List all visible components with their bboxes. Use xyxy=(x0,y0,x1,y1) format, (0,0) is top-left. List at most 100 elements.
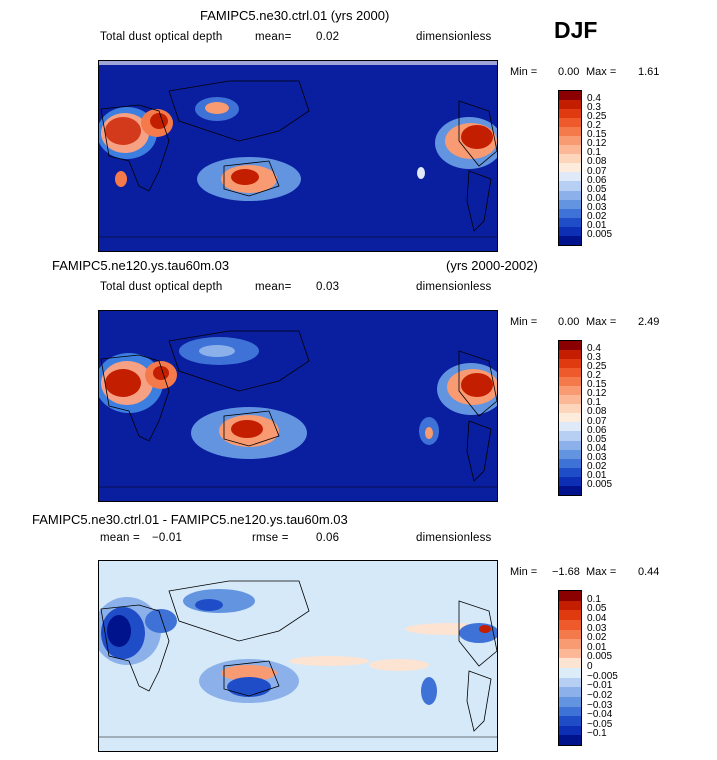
colorbar-tick-label: 0.03 xyxy=(587,622,607,634)
colorbar-tick-label: 0.1 xyxy=(587,397,601,409)
colorbar-tick-label: 0.05 xyxy=(587,603,607,615)
colorbar-tick-label: −0.05 xyxy=(587,718,613,730)
colorbar-segment xyxy=(559,91,581,101)
colorbar-tick-label: 0.01 xyxy=(587,641,607,653)
colorbar-tick-label: 0.3 xyxy=(587,102,601,114)
colorbar-tick-label: −0.005 xyxy=(587,670,618,682)
panel2-mean-label: mean= xyxy=(255,281,292,293)
colorbar-segment xyxy=(559,668,581,678)
panel1-title: FAMIPC5.ne30.ctrl.01 (yrs 2000) xyxy=(200,8,390,23)
panel3-max-label: Max = xyxy=(586,566,617,578)
colorbar-tick-label: 0.4 xyxy=(587,343,601,355)
colorbar-tick-label: 0.08 xyxy=(587,406,607,418)
panel2-subtitle: Total dust optical depth xyxy=(100,281,223,293)
panel1-min-value: 0.00 xyxy=(558,66,580,78)
colorbar-segment xyxy=(559,696,581,707)
colorbar-segment xyxy=(559,648,581,659)
panel2-map xyxy=(98,310,498,502)
colorbar-tick-label: 0 xyxy=(587,661,593,672)
colorbar-segment xyxy=(559,619,581,630)
colorbar-segment xyxy=(559,109,581,119)
colorbar-tick-label: 0.15 xyxy=(587,379,607,391)
colorbar-segment xyxy=(559,136,581,146)
panel2-colorbar xyxy=(558,340,582,496)
colorbar-segment xyxy=(559,163,581,173)
colorbar-tick-label: 0.01 xyxy=(587,469,607,481)
colorbar-segment xyxy=(559,591,581,601)
colorbar-tick-label: −0.03 xyxy=(587,699,613,711)
colorbar-tick-label: 0.07 xyxy=(587,165,607,177)
colorbar-tick-label: −0.1 xyxy=(587,728,607,740)
colorbar-segment xyxy=(559,706,581,717)
panel3-mean-value: −0.01 xyxy=(152,532,183,544)
colorbar-segment xyxy=(559,458,581,468)
panel1-map-plot xyxy=(99,61,497,251)
colorbar-segment xyxy=(559,377,581,387)
colorbar-tick-label: 0.05 xyxy=(587,433,607,445)
panel1-max-value: 1.61 xyxy=(638,66,660,78)
colorbar-segment xyxy=(559,639,581,649)
colorbar-segment xyxy=(559,341,581,351)
colorbar-segment xyxy=(559,485,581,495)
colorbar-segment xyxy=(559,368,581,378)
colorbar-segment xyxy=(559,154,581,164)
colorbar-tick-label: 0.02 xyxy=(587,632,607,644)
colorbar-segment xyxy=(559,127,581,137)
panel3-mean-label: mean = xyxy=(100,532,140,544)
panel2-units: dimensionless xyxy=(416,281,492,293)
colorbar-tick-label: 0.02 xyxy=(587,460,607,472)
colorbar-segment xyxy=(559,118,581,128)
colorbar-segment xyxy=(559,725,581,736)
colorbar-tick-label: 0.03 xyxy=(587,451,607,463)
colorbar-tick-label: −0.02 xyxy=(587,689,613,701)
panel3-units: dimensionless xyxy=(416,532,492,544)
colorbar-tick-label: 0.12 xyxy=(587,138,607,150)
colorbar-segment xyxy=(559,386,581,396)
colorbar-tick-label: 0.04 xyxy=(587,192,607,204)
colorbar-tick-label: 0.04 xyxy=(587,612,607,624)
colorbar-segment xyxy=(559,199,581,209)
panel2-title: FAMIPC5.ne120.ys.tau60m.03 xyxy=(52,258,230,273)
colorbar-segment xyxy=(559,629,581,640)
season-label: DJF xyxy=(554,17,598,43)
colorbar-tick-label: 0.2 xyxy=(587,370,601,382)
colorbar-tick-label: −0.01 xyxy=(587,680,613,692)
panel3-title: FAMIPC5.ne30.ctrl.01 - FAMIPC5.ne120.ys.… xyxy=(32,512,348,527)
colorbar-segment xyxy=(559,476,581,486)
panel3-min-label: Min = xyxy=(510,566,538,578)
colorbar-tick-label: 0.3 xyxy=(587,352,601,364)
colorbar-segment xyxy=(559,440,581,450)
colorbar-segment xyxy=(559,350,581,360)
panel2-min-label: Min = xyxy=(510,316,538,328)
colorbar-tick-label: 0.1 xyxy=(587,593,601,605)
colorbar-segment xyxy=(559,422,581,432)
colorbar-segment xyxy=(559,172,581,182)
panel3-rmse-label: rmse = xyxy=(252,532,289,544)
colorbar-segment xyxy=(559,100,581,110)
colorbar-segment xyxy=(559,677,581,688)
colorbar-segment xyxy=(559,413,581,423)
colorbar-segment xyxy=(559,735,581,745)
panel3-map-plot xyxy=(99,561,497,751)
colorbar-tick-label: 0.1 xyxy=(587,147,601,159)
colorbar-tick-label: 0.25 xyxy=(587,111,607,123)
panel3-map xyxy=(98,560,498,752)
colorbar-segment xyxy=(559,449,581,459)
colorbar-segment xyxy=(559,226,581,236)
colorbar-segment xyxy=(559,431,581,441)
colorbar-tick-label: 0.07 xyxy=(587,415,607,427)
panel1-max-label: Max = xyxy=(586,66,617,78)
colorbar-tick-label: 0.01 xyxy=(587,219,607,231)
colorbar-tick-label: 0.12 xyxy=(587,388,607,400)
colorbar-tick-label: 0.005 xyxy=(587,651,613,663)
panel1-colorbar xyxy=(558,90,582,246)
colorbar-segment xyxy=(559,467,581,477)
panel3-rmse-value: 0.06 xyxy=(316,532,340,544)
panel1-subtitle: Total dust optical depth xyxy=(100,31,223,43)
panel1-mean-value: 0.02 xyxy=(316,31,340,43)
colorbar-segment xyxy=(559,716,581,726)
colorbar-segment xyxy=(559,145,581,155)
colorbar-segment xyxy=(559,235,581,245)
panel3-colorbar xyxy=(558,590,582,746)
colorbar-tick-label: 0.15 xyxy=(587,129,607,141)
